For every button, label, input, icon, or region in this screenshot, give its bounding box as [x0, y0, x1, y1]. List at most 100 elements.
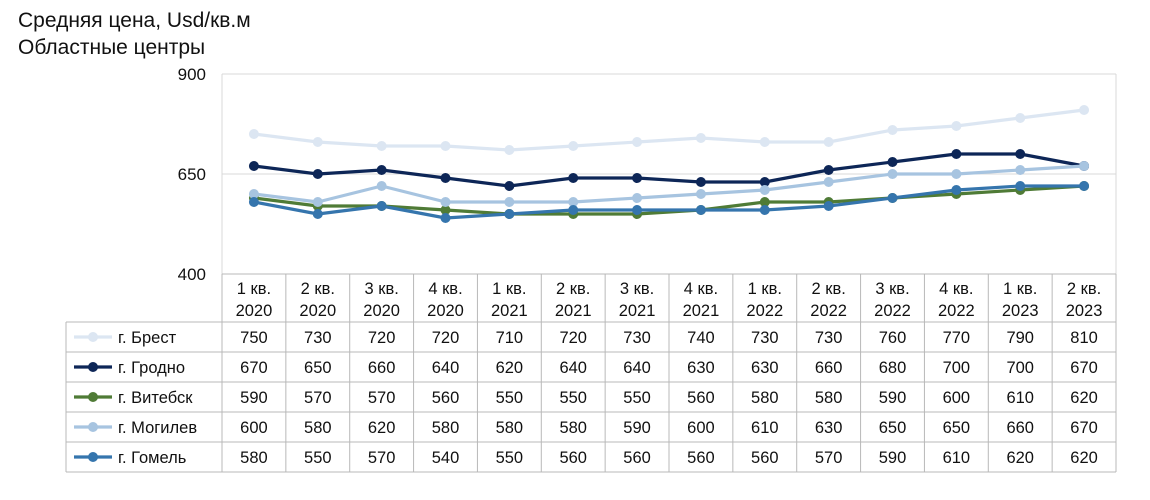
series-2-point-8 [759, 197, 770, 207]
x-tick-label-4-year: 2021 [491, 302, 528, 320]
table-cell-4-5: 560 [559, 449, 587, 467]
series-0-point-11 [951, 121, 962, 131]
series-0-point-12 [1015, 113, 1026, 123]
table-cell-4-1: 550 [304, 449, 332, 467]
x-tick-label-5-year: 2021 [555, 302, 592, 320]
table-cell-2-7: 560 [687, 389, 715, 407]
table-cell-0-2: 720 [368, 329, 396, 347]
series-4-point-7 [695, 205, 706, 215]
series-4-point-8 [759, 205, 770, 215]
table-cell-1-7: 630 [687, 359, 715, 377]
table-cell-1-6: 640 [623, 359, 651, 377]
legend-key-marker-1 [88, 362, 98, 372]
table-cell-1-3: 640 [432, 359, 460, 377]
x-tick-label-8-quarter: 1 кв. [748, 280, 782, 298]
series-3-point-4 [504, 197, 515, 207]
x-tick-label-1-year: 2020 [299, 302, 336, 320]
series-3-point-13 [1079, 161, 1090, 171]
series-line-1 [253, 152, 1085, 188]
legend-label-3: г. Могилев [118, 419, 197, 437]
series-1-point-2 [376, 165, 387, 175]
series-4-point-3 [440, 213, 451, 223]
series-3-point-1 [312, 197, 323, 207]
x-tick-label-2-quarter: 3 кв. [364, 280, 398, 298]
x-tick-label-1-quarter: 2 кв. [301, 280, 335, 298]
series-1-point-0 [248, 161, 259, 171]
series-0-point-3 [440, 141, 451, 151]
table-cell-1-4: 620 [496, 359, 524, 377]
table-cell-4-13: 620 [1070, 449, 1098, 467]
series-4-point-11 [951, 185, 962, 195]
table-cell-4-3: 540 [432, 449, 460, 467]
series-4-point-1 [312, 209, 323, 219]
series-0-point-5 [568, 141, 579, 151]
series-4-point-9 [823, 201, 834, 211]
table-cell-2-10: 590 [879, 389, 907, 407]
series-3-point-10 [887, 169, 898, 179]
table-cell-4-4: 550 [496, 449, 524, 467]
table-cell-3-12: 660 [1006, 419, 1034, 437]
series-1-point-9 [823, 165, 834, 175]
series-0-point-0 [248, 129, 259, 139]
series-1-point-1 [312, 169, 323, 179]
series-2-point-3 [440, 205, 451, 215]
series-4-point-10 [887, 193, 898, 203]
table-cell-4-8: 560 [751, 449, 779, 467]
x-tick-label-12-quarter: 1 кв. [1003, 280, 1037, 298]
x-tick-label-3-year: 2020 [427, 302, 464, 320]
table-cell-3-9: 630 [815, 419, 843, 437]
table-cell-3-6: 590 [623, 419, 651, 437]
series-1-point-6 [632, 173, 643, 183]
series-0-point-7 [695, 133, 706, 143]
series-4-point-12 [1015, 181, 1026, 191]
table-cell-3-13: 670 [1070, 419, 1098, 437]
series-1-point-11 [951, 149, 962, 159]
table-cell-1-12: 700 [1006, 359, 1034, 377]
series-1-point-12 [1015, 149, 1026, 159]
series-3-point-0 [248, 189, 259, 199]
x-tick-label-9-year: 2022 [810, 302, 847, 320]
table-cell-0-3: 720 [432, 329, 460, 347]
series-1-point-7 [695, 177, 706, 187]
table-cell-3-8: 610 [751, 419, 779, 437]
legend-key-marker-4 [88, 452, 98, 462]
table-cell-1-2: 660 [368, 359, 396, 377]
table-cell-0-7: 740 [687, 329, 715, 347]
table-cell-1-11: 700 [943, 359, 971, 377]
x-tick-label-8-year: 2022 [746, 302, 783, 320]
y-tick-label-900: 900 [178, 65, 206, 84]
series-3-point-9 [823, 177, 834, 187]
series-line-0 [253, 108, 1085, 152]
x-tick-label-12-year: 2023 [1002, 302, 1039, 320]
table-cell-4-0: 580 [240, 449, 268, 467]
table-cell-4-6: 560 [623, 449, 651, 467]
legend-label-4: г. Гомель [118, 449, 186, 467]
table-cell-0-9: 730 [815, 329, 843, 347]
table-cell-0-8: 730 [751, 329, 779, 347]
series-0-point-9 [823, 137, 834, 147]
series-3-point-5 [568, 197, 579, 207]
series-4-point-4 [504, 209, 515, 219]
table-cell-0-5: 720 [559, 329, 587, 347]
table-cell-4-2: 570 [368, 449, 396, 467]
table-cell-2-4: 550 [496, 389, 524, 407]
x-tick-label-4-quarter: 1 кв. [492, 280, 526, 298]
x-tick-label-10-quarter: 3 кв. [875, 280, 909, 298]
legend-label-0: г. Брест [118, 329, 177, 347]
series-line-3 [253, 164, 1085, 204]
series-1-point-8 [759, 177, 770, 187]
y-tick-label-650: 650 [178, 165, 206, 184]
table-cell-3-1: 580 [304, 419, 332, 437]
series-3-point-6 [632, 193, 643, 203]
legend-key-marker-2 [88, 392, 98, 402]
x-tick-label-7-year: 2021 [683, 302, 720, 320]
table-cell-3-5: 580 [559, 419, 587, 437]
table-cell-0-6: 730 [623, 329, 651, 347]
x-tick-label-13-year: 2023 [1066, 302, 1103, 320]
table-cell-0-10: 760 [879, 329, 907, 347]
series-3-point-7 [695, 189, 706, 199]
table-cell-3-11: 650 [943, 419, 971, 437]
table-cell-0-4: 710 [496, 329, 524, 347]
x-tick-label-13-quarter: 2 кв. [1067, 280, 1101, 298]
y-tick-label-400: 400 [178, 265, 206, 284]
